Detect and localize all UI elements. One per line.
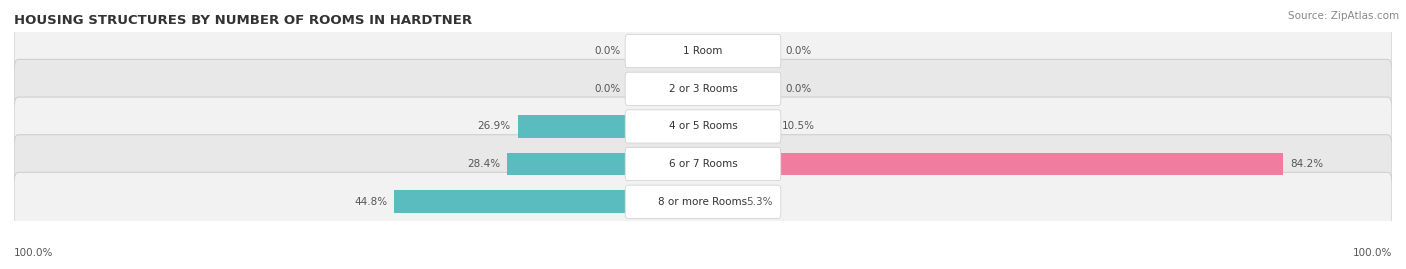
Bar [703, 115, 775, 138]
FancyBboxPatch shape [14, 172, 1392, 231]
Bar [508, 153, 703, 175]
Text: 8 or more Rooms: 8 or more Rooms [658, 197, 748, 207]
Text: 5.3%: 5.3% [747, 197, 773, 207]
Text: 44.8%: 44.8% [354, 197, 388, 207]
FancyBboxPatch shape [626, 185, 780, 218]
Text: 6 or 7 Rooms: 6 or 7 Rooms [669, 159, 737, 169]
Bar [703, 153, 1284, 175]
Text: Source: ZipAtlas.com: Source: ZipAtlas.com [1288, 11, 1399, 21]
Text: 84.2%: 84.2% [1289, 159, 1323, 169]
FancyBboxPatch shape [626, 110, 780, 143]
Text: 28.4%: 28.4% [467, 159, 501, 169]
Text: 0.0%: 0.0% [786, 84, 811, 94]
Text: HOUSING STRUCTURES BY NUMBER OF ROOMS IN HARDTNER: HOUSING STRUCTURES BY NUMBER OF ROOMS IN… [14, 14, 472, 27]
Text: 10.5%: 10.5% [782, 121, 815, 132]
Text: 1 Room: 1 Room [683, 46, 723, 56]
FancyBboxPatch shape [626, 147, 780, 181]
Text: 100.0%: 100.0% [14, 248, 53, 258]
FancyBboxPatch shape [14, 97, 1392, 156]
Bar [394, 190, 703, 213]
Text: 4 or 5 Rooms: 4 or 5 Rooms [669, 121, 737, 132]
Text: 26.9%: 26.9% [478, 121, 510, 132]
FancyBboxPatch shape [14, 135, 1392, 193]
FancyBboxPatch shape [14, 22, 1392, 80]
Text: 0.0%: 0.0% [595, 46, 620, 56]
Legend: Owner-occupied, Renter-occupied: Owner-occupied, Renter-occupied [589, 268, 817, 269]
Bar [517, 115, 703, 138]
FancyBboxPatch shape [626, 34, 780, 68]
Text: 2 or 3 Rooms: 2 or 3 Rooms [669, 84, 737, 94]
FancyBboxPatch shape [14, 59, 1392, 118]
Text: 100.0%: 100.0% [1353, 248, 1392, 258]
Text: 0.0%: 0.0% [595, 84, 620, 94]
FancyBboxPatch shape [626, 72, 780, 105]
Bar [703, 190, 740, 213]
Text: 0.0%: 0.0% [786, 46, 811, 56]
